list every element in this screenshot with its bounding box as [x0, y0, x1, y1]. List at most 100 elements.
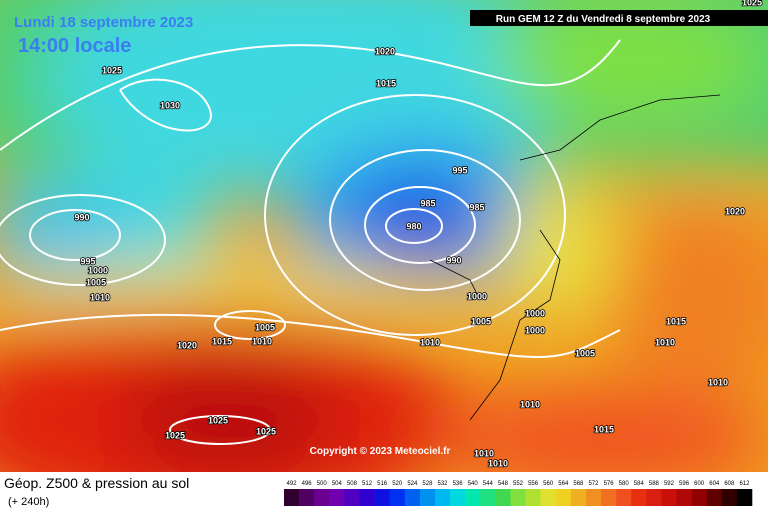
isobar-label: 985 [420, 198, 435, 208]
isobar-label: 1015 [594, 424, 614, 434]
isobar-label: 1010 [420, 337, 440, 347]
legend-title: Géop. Z500 & pression au sol [4, 475, 189, 491]
scale-label: 564 [558, 481, 569, 487]
scale-label: 548 [498, 481, 509, 487]
time: 14:00 locale [18, 35, 131, 57]
scale-label: 588 [649, 481, 660, 487]
scale-label: 584 [634, 481, 645, 487]
isobar-label: 1025 [742, 0, 762, 7]
scale-label: 552 [513, 481, 524, 487]
scale-label: 540 [468, 481, 479, 487]
scale-label: 608 [724, 481, 735, 487]
scale-label: 496 [302, 481, 313, 487]
isobar-label: 1010 [90, 292, 110, 302]
color-scale: 492 496 500 504 508 512 516 520 524 528 532 536 540 5… [284, 481, 753, 506]
scale-swatch [555, 489, 572, 506]
scale-label: 568 [573, 481, 584, 487]
scale-swatch [691, 489, 708, 506]
run-bg [470, 10, 768, 26]
scale-label: 492 [287, 481, 298, 487]
scale-label: 500 [317, 481, 328, 487]
scale-swatch [374, 489, 390, 506]
isobar-label: 1025 [165, 430, 185, 440]
isobar-label: 1005 [255, 322, 275, 332]
scale-label: 556 [528, 481, 539, 487]
isobar-label: 995 [452, 165, 467, 175]
scale-swatch [359, 489, 375, 506]
scale-swatch [616, 489, 632, 506]
scale-swatch [721, 489, 738, 506]
isobar-label: 1025 [102, 65, 122, 75]
isobar-label: 1015 [376, 78, 396, 88]
isobar-label: 1020 [177, 340, 197, 350]
coastlines [429, 94, 721, 421]
isobar-label: 1005 [86, 277, 106, 287]
isobar-label: 1000 [88, 265, 108, 275]
isobar-label: 1020 [375, 46, 395, 56]
scale-swatch [661, 489, 677, 506]
scale-label: 576 [604, 481, 615, 487]
scale-swatch [314, 489, 330, 506]
scale-swatch [465, 489, 481, 506]
isobar-label: 1015 [666, 316, 686, 326]
isobar-label: 1025 [208, 415, 228, 425]
scale-swatch [540, 489, 557, 506]
isobar-label: 1010 [474, 448, 494, 458]
scale-label: 544 [483, 481, 494, 487]
scale-label: 572 [588, 481, 599, 487]
scale-swatch [631, 489, 647, 506]
legend-subtitle: (+ 240h) [8, 496, 49, 508]
scale-label: 504 [332, 481, 343, 487]
scale-label: 512 [362, 481, 373, 487]
isobar-label: 990 [74, 212, 89, 222]
scale-swatch [570, 489, 587, 506]
scale-swatch [344, 489, 360, 506]
isobar-label: 985 [469, 202, 484, 212]
date: Lundi 18 septembre 2023 [14, 14, 193, 31]
scale-swatch [299, 489, 315, 506]
scale-swatch [495, 489, 511, 506]
scale-swatch [404, 489, 421, 506]
scale-label: 560 [543, 481, 554, 487]
isobar-label: 1025 [256, 426, 276, 436]
isobar-label: 1000 [467, 291, 487, 301]
isobar-label: 1010 [520, 399, 540, 409]
scale-label: 508 [347, 481, 358, 487]
isobar-label: 995 [80, 256, 95, 266]
scale-swatch [510, 489, 526, 506]
isobar-label: 980 [406, 221, 421, 231]
scale-label: 592 [664, 481, 675, 487]
scale-swatch [736, 489, 753, 506]
isobar-label: 1005 [471, 316, 491, 326]
scale-swatch [284, 489, 300, 506]
scale-label: 536 [453, 481, 464, 487]
run: Run GEM 12 Z du Vendredi 8 septembre 202… [496, 14, 711, 25]
scale-swatch [585, 489, 602, 506]
scale-label: 520 [392, 481, 403, 487]
isobar-label: 1000 [525, 308, 545, 318]
isobar-label: 990 [446, 255, 461, 265]
isobar-label: 1010 [655, 337, 675, 347]
scale-label: 596 [679, 481, 690, 487]
scale-label: 600 [694, 481, 705, 487]
scale-label: 612 [739, 481, 750, 487]
scale-swatch [525, 489, 541, 506]
isobar-label: 1000 [525, 325, 545, 335]
scale-swatch [389, 489, 406, 506]
isobar-label: 1010 [252, 336, 272, 346]
isobar-label: 1030 [160, 100, 180, 110]
scale-swatch [480, 489, 496, 506]
isobar-label: 1005 [575, 348, 595, 358]
isobar-label: 1010 [708, 377, 728, 387]
scale-label: 580 [619, 481, 630, 487]
scale-swatch [646, 489, 662, 506]
scale-label: 528 [422, 481, 433, 487]
scale-label: 516 [377, 481, 388, 487]
scale-swatch [329, 489, 345, 506]
scale-label: 524 [407, 481, 418, 487]
isobar-label: 1020 [725, 206, 745, 216]
scale-label: 532 [438, 481, 449, 487]
